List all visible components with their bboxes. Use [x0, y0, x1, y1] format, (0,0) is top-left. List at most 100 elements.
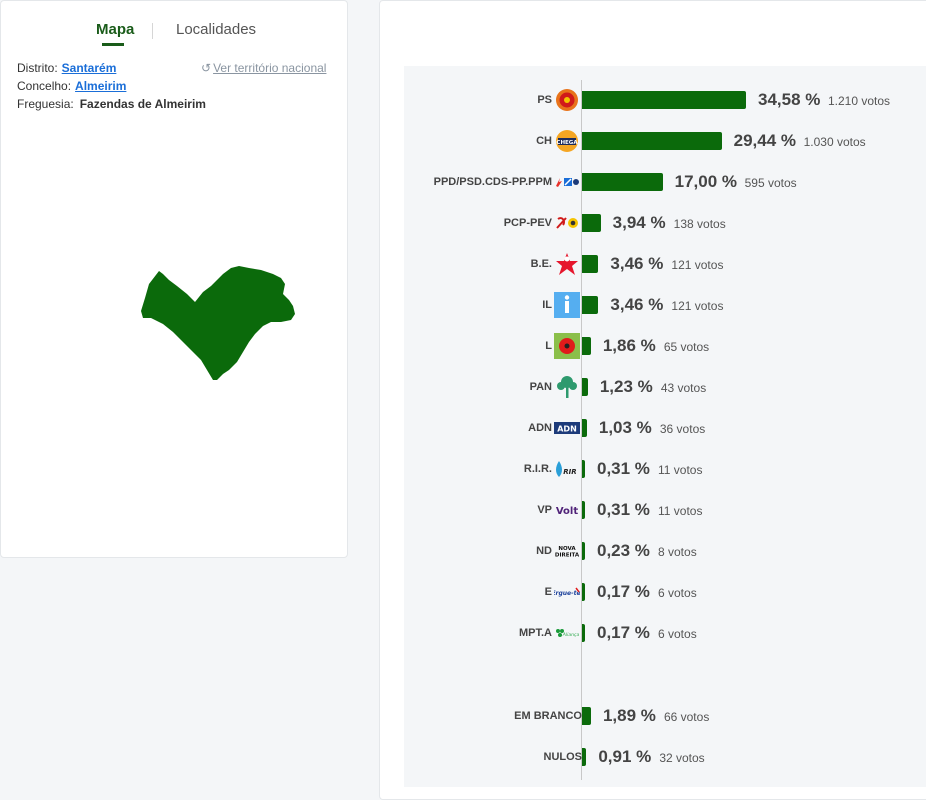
- percentage-label: 34,58 %: [758, 90, 821, 109]
- result-bar[interactable]: [582, 419, 587, 437]
- votes-label: 65 votos: [663, 340, 710, 354]
- percentage-label: 0,91 %: [598, 747, 652, 766]
- votes-label: 6 votos: [658, 586, 697, 600]
- svg-text:CHEGA: CHEGA: [556, 140, 578, 146]
- party-row[interactable]: MPT.A Aliança 0,17 % 6 votos: [404, 620, 926, 646]
- result-bar[interactable]: [582, 255, 599, 273]
- party-name: E: [544, 586, 552, 598]
- district-label: Distrito:: [17, 61, 58, 75]
- party-row[interactable]: IL 3,46 % 121 votos: [404, 292, 926, 318]
- ad-coalition-logo-icon: [554, 169, 580, 195]
- party-name: L: [545, 340, 552, 352]
- chega-logo-icon: CHEGA: [554, 128, 580, 154]
- parish-row: Freguesia: Fazendas de Almeirim: [17, 97, 206, 111]
- result-bar[interactable]: [582, 624, 585, 642]
- votes-label: 11 votos: [658, 504, 703, 518]
- party-row[interactable]: B.E. 3,46 % 121 votos: [404, 251, 926, 277]
- party-name: NULOS: [543, 751, 583, 763]
- result-bar[interactable]: [582, 583, 585, 601]
- result-bar[interactable]: [582, 378, 588, 396]
- party-name: ND: [536, 545, 552, 557]
- party-row[interactable]: PCP-PEV 3,94 % 138 votos: [404, 210, 926, 236]
- national-link-label: Ver território nacional: [213, 61, 327, 75]
- panel-tabs: Mapa Localidades: [1, 19, 349, 49]
- national-territory-link[interactable]: ↺ Ver território nacional: [201, 61, 326, 75]
- percentage-label: 0,17 %: [597, 582, 650, 601]
- party-name: EM BRANCO: [514, 710, 582, 722]
- votes-label: 11 votos: [658, 463, 703, 477]
- svg-text:Volt: Volt: [556, 506, 578, 517]
- party-name: VP: [537, 504, 552, 516]
- percentage-label: 0,31 %: [597, 459, 650, 478]
- percentage-label: 1,89 %: [602, 706, 656, 725]
- parish-map-shape[interactable]: [131, 256, 301, 386]
- result-bar[interactable]: [582, 91, 746, 109]
- percentage-label: 29,44 %: [733, 131, 796, 150]
- result-bar[interactable]: [582, 337, 591, 355]
- party-row[interactable]: ND NOVA DIREITA 0,23 % 8 votos: [404, 538, 926, 564]
- result-bar[interactable]: [582, 501, 585, 519]
- percentage-label: 3,46 %: [610, 254, 664, 273]
- ps-fist-rose-logo-icon: [554, 87, 580, 113]
- parish-name: Fazendas de Almeirim: [79, 97, 206, 111]
- result-bar[interactable]: [582, 748, 587, 766]
- parish-label: Freguesia:: [17, 97, 74, 111]
- party-name: IL: [542, 299, 552, 311]
- votes-label: 595 votos: [744, 176, 797, 190]
- party-row[interactable]: R.I.R. RIR 0,31 % 11 votos: [404, 456, 926, 482]
- livre-poppy-logo-icon: [554, 333, 580, 359]
- municipality-label: Concelho:: [17, 79, 72, 93]
- party-row[interactable]: EErgue-te 0,17 % 6 votos: [404, 579, 926, 605]
- result-bar[interactable]: [582, 173, 663, 191]
- party-row[interactable]: VP Volt 0,31 % 11 votos: [404, 497, 926, 523]
- party-name: PCP-PEV: [503, 217, 552, 229]
- svg-text:DIREITA: DIREITA: [555, 553, 580, 559]
- party-row[interactable]: ADN ADN 1,03 % 36 votos: [404, 415, 926, 441]
- svg-text:Aliança: Aliança: [562, 632, 580, 638]
- votes-label: 121 votos: [671, 258, 724, 272]
- party-name: PPD/PSD.CDS-PP.PPM: [433, 176, 552, 188]
- votes-label: 66 votos: [663, 710, 710, 724]
- district-link[interactable]: Santarém: [61, 61, 117, 75]
- result-bar[interactable]: [582, 132, 722, 150]
- result-bar[interactable]: [582, 542, 585, 560]
- party-row[interactable]: PPD/PSD.CDS-PP.PPM 17,00 % 595 votos: [404, 169, 926, 195]
- iniciativa-liberal-logo-icon: [554, 292, 580, 318]
- votes-label: 138 votos: [673, 217, 726, 231]
- votes-label: 1.210 votos: [828, 94, 891, 108]
- active-tab-indicator: [102, 43, 124, 46]
- party-name: MPT.A: [519, 627, 552, 639]
- result-bar[interactable]: [582, 214, 601, 232]
- tab-localities[interactable]: Localidades: [176, 21, 257, 38]
- result-bar[interactable]: [582, 296, 599, 314]
- adn-logo-icon: ADN: [554, 415, 580, 441]
- rir-logo-icon: RIR: [554, 456, 580, 482]
- tab-divider: [152, 23, 153, 39]
- municipality-link[interactable]: Almeirim: [75, 79, 127, 93]
- svg-text:RIR: RIR: [563, 468, 576, 476]
- nova-direita-logo-icon: NOVA DIREITA: [554, 538, 580, 564]
- party-row[interactable]: NULOS 0,91 % 32 votos: [404, 744, 926, 770]
- percentage-label: 3,46 %: [610, 295, 664, 314]
- pan-tree-logo-icon: [554, 374, 580, 400]
- party-row[interactable]: PAN 1,23 % 43 votos: [404, 374, 926, 400]
- party-row[interactable]: PS 34,58 % 1.210 votos: [404, 87, 926, 113]
- result-bar[interactable]: [582, 460, 585, 478]
- percentage-label: 1,86 %: [602, 336, 656, 355]
- votes-label: 8 votos: [658, 545, 697, 559]
- svg-text:ADN: ADN: [557, 425, 577, 434]
- percentage-label: 3,94 %: [612, 213, 666, 232]
- tab-map[interactable]: Mapa: [96, 21, 135, 38]
- party-row[interactable]: EM BRANCO 1,89 % 66 votos: [404, 703, 926, 729]
- party-name: R.I.R.: [523, 463, 552, 475]
- party-name: CH: [536, 135, 552, 147]
- percentage-label: 0,17 %: [597, 623, 650, 642]
- votes-label: 121 votos: [671, 299, 724, 313]
- party-row[interactable]: CH CHEGA 29,44 % 1.030 votos: [404, 128, 926, 154]
- result-bar[interactable]: [582, 707, 591, 725]
- percentage-label: 1,23 %: [599, 377, 653, 396]
- party-row[interactable]: L 1,86 % 65 votos: [404, 333, 926, 359]
- votes-label: 1.030 votos: [803, 135, 866, 149]
- municipality-row: Concelho: Almeirim: [17, 79, 126, 93]
